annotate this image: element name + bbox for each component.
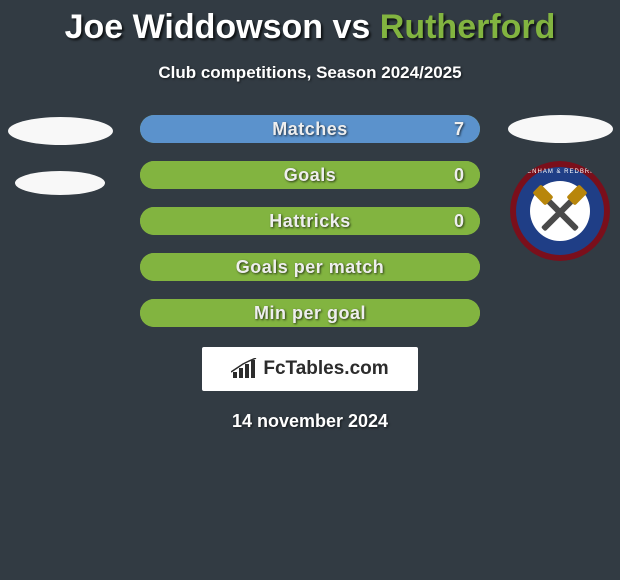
date-text: 14 november 2024 — [0, 411, 620, 432]
player2-name: Rutherford — [380, 8, 556, 46]
player1-name: Joe Widdowson — [65, 8, 323, 46]
stat-label: Goals — [284, 165, 337, 186]
stat-bar: Matches 7 — [140, 115, 480, 143]
stat-value-right: 0 — [454, 211, 464, 232]
crest-year: 1992 — [550, 230, 570, 239]
site-logo-text: FcTables.com — [263, 358, 388, 380]
stat-label: Matches — [272, 119, 348, 140]
stat-bar: Min per goal — [140, 299, 480, 327]
player1-photo-placeholder-top — [8, 117, 113, 145]
bar-chart-icon — [231, 358, 257, 380]
stat-label: Min per goal — [254, 303, 366, 324]
stat-bar: Goals 0 — [140, 161, 480, 189]
right-player-photo-col: DAGENHAM & REDBRIDGE 1992 — [500, 115, 620, 261]
club-crest: DAGENHAM & REDBRIDGE 1992 — [510, 161, 610, 261]
player1-photo-placeholder-bottom — [15, 171, 105, 195]
stat-value-right: 0 — [454, 165, 464, 186]
stats-section: DAGENHAM & REDBRIDGE 1992 Matches 7 Goals 0… — [0, 115, 620, 327]
stat-value-right: 7 — [454, 119, 464, 140]
player2-photo-placeholder — [508, 115, 613, 143]
page-title: Joe Widdowson vs Rutherford — [0, 0, 620, 47]
left-player-photo-col — [0, 115, 120, 195]
subtitle: Club competitions, Season 2024/2025 — [0, 63, 620, 83]
vs-word: vs — [333, 8, 371, 46]
site-logo: FcTables.com — [202, 347, 418, 391]
crest-arc-text: DAGENHAM & REDBRIDGE — [511, 169, 609, 175]
stat-bar: Hattricks 0 — [140, 207, 480, 235]
stat-bar: Goals per match — [140, 253, 480, 281]
stat-label: Hattricks — [269, 211, 351, 232]
stat-label: Goals per match — [236, 257, 385, 278]
stat-bars-list: Matches 7 Goals 0 Hattricks 0 Goals per match M… — [140, 115, 480, 327]
